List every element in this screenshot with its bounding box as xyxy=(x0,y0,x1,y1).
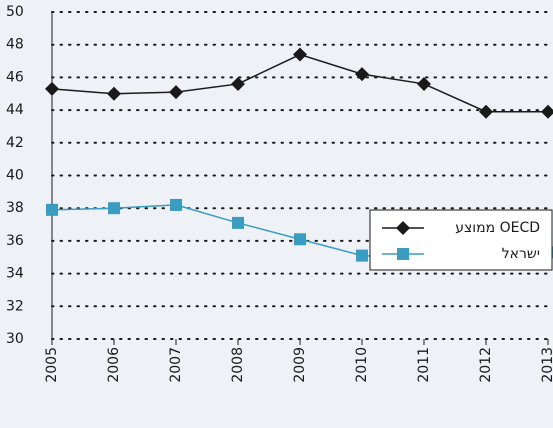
x-tick-label: 2007 xyxy=(168,347,184,383)
x-tick-label: 2010 xyxy=(354,347,370,383)
x-tick-label: 2012 xyxy=(478,347,494,383)
marker xyxy=(396,221,410,235)
y-tick-label: 32 xyxy=(6,298,24,314)
marker xyxy=(293,47,307,62)
x-tick-label: 2011 xyxy=(416,347,432,383)
marker xyxy=(397,248,409,260)
y-tick-label: 36 xyxy=(6,233,24,249)
x-tick-label: 2009 xyxy=(292,347,308,383)
x-tick-label: 2006 xyxy=(106,347,122,383)
x-tick-label: 2008 xyxy=(230,347,246,383)
marker xyxy=(170,198,182,211)
y-tick-label: 40 xyxy=(6,168,24,184)
marker xyxy=(45,81,59,96)
y-tick-label: 46 xyxy=(6,69,24,85)
marker xyxy=(479,104,493,119)
marker xyxy=(294,233,306,246)
legend-label: OECD ממוצע xyxy=(455,220,540,236)
y-tick-label: 30 xyxy=(6,331,24,347)
y-tick-label: 34 xyxy=(6,266,24,282)
y-tick-label: 38 xyxy=(6,200,24,216)
marker xyxy=(108,202,120,215)
marker xyxy=(417,76,431,91)
y-tick-label: 48 xyxy=(6,37,24,53)
legend-label: ישראל xyxy=(502,246,540,262)
y-tick-label: 50 xyxy=(6,4,24,20)
y-tick-label: 42 xyxy=(6,135,24,151)
x-tick-label: 2005 xyxy=(44,347,60,383)
y-tick-label: 44 xyxy=(6,102,24,118)
marker xyxy=(231,76,245,91)
marker xyxy=(46,203,58,216)
marker xyxy=(541,104,553,119)
marker xyxy=(355,67,369,82)
marker xyxy=(356,249,368,262)
marker xyxy=(169,85,183,100)
marker xyxy=(107,86,121,101)
marker xyxy=(232,216,244,229)
x-tick-label: 2013 xyxy=(540,347,553,383)
